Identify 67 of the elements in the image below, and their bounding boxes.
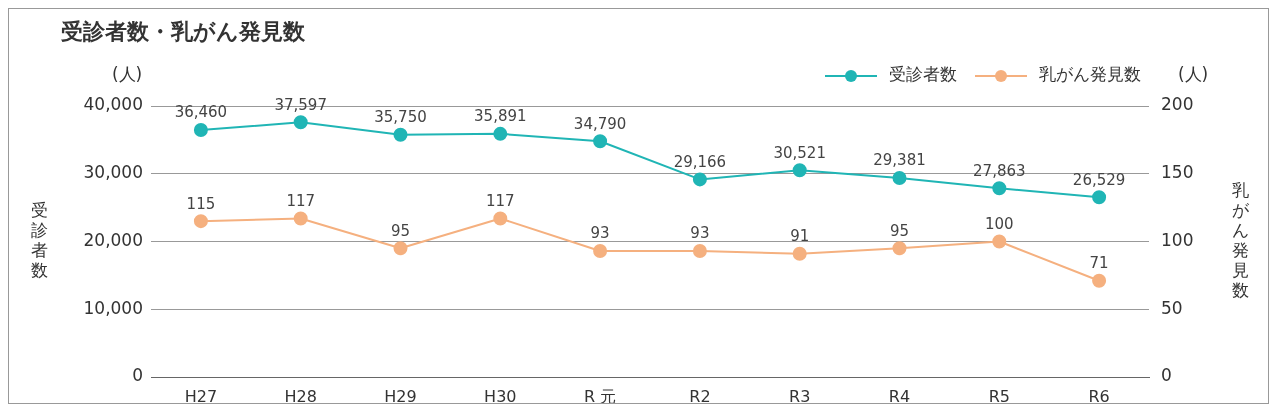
point (1092, 273, 1107, 288)
data-label: 35,891 (474, 107, 527, 126)
point (193, 214, 208, 229)
x-tick-label: H28 (284, 386, 317, 406)
data-label: 26,529 (1072, 170, 1126, 189)
data-label: 30,521 (773, 143, 826, 162)
point (593, 134, 608, 149)
x-tick-label: R 元 (584, 386, 617, 406)
point (493, 126, 508, 141)
y2-axis-title: 乳がん発見数 (1231, 179, 1250, 300)
point (792, 246, 807, 261)
data-label: 34,790 (573, 114, 627, 133)
data-label: 29,381 (873, 151, 926, 170)
data-label: 29,166 (673, 152, 727, 171)
text: (人) (111, 64, 143, 85)
y-tick-label: 20,000 (83, 229, 143, 250)
chart-title: 受診者数・乳がん発見数 (61, 18, 306, 44)
x-tick-label: R2 (689, 386, 711, 406)
point (493, 211, 508, 226)
y-tick-label: 30,000 (83, 162, 143, 183)
y2-tick-label: 100 (1161, 229, 1194, 250)
y2-tick-label: 50 (1161, 297, 1183, 318)
point (393, 127, 408, 142)
point (792, 163, 807, 178)
data-label: 117 (286, 191, 316, 210)
data-label: 35,750 (374, 108, 427, 127)
x-tick-label: R3 (789, 386, 811, 406)
y-tick-label: 0 (132, 365, 143, 386)
x-tick-label: H29 (384, 386, 417, 406)
legend-label: 受診者数 (889, 64, 957, 85)
data-label: 91 (790, 227, 810, 246)
x-tick-label: R6 (1088, 386, 1110, 406)
data-label: 36,460 (174, 103, 228, 122)
point (892, 170, 907, 185)
data-label: 71 (1089, 254, 1109, 273)
data-label: 93 (590, 224, 610, 243)
point (692, 172, 707, 187)
data-label: 37,597 (274, 95, 327, 114)
x-tick-label: R4 (888, 386, 911, 406)
text: (人) (1177, 64, 1209, 85)
point (992, 234, 1007, 249)
y2-tick-label: 200 (1161, 94, 1194, 115)
point (393, 241, 408, 256)
data-label: 100 (984, 214, 1014, 233)
x-tick-label: R5 (988, 386, 1010, 406)
point (193, 122, 208, 137)
data-label: 115 (186, 194, 216, 213)
legend-label: 乳がん発見数 (1039, 64, 1141, 85)
y-axis-title: 受診者数 (30, 199, 48, 280)
data-label: 95 (889, 221, 910, 240)
data-label: 95 (390, 221, 411, 240)
point (892, 241, 907, 256)
point (293, 211, 308, 226)
x-tick-label: H27 (184, 386, 218, 406)
x-tick-label: H30 (484, 386, 517, 406)
data-label: 93 (690, 224, 710, 243)
point (593, 243, 608, 258)
y2-tick-label: 150 (1161, 162, 1194, 183)
y-tick-label: 10,000 (83, 297, 143, 318)
y2-tick-label: 0 (1161, 365, 1172, 386)
point (692, 243, 707, 258)
data-label: 117 (485, 191, 515, 210)
point (1092, 190, 1107, 205)
data-label: 27,863 (973, 161, 1026, 180)
y-tick-label: 40,000 (83, 94, 143, 115)
point (992, 181, 1007, 196)
point (293, 115, 308, 130)
